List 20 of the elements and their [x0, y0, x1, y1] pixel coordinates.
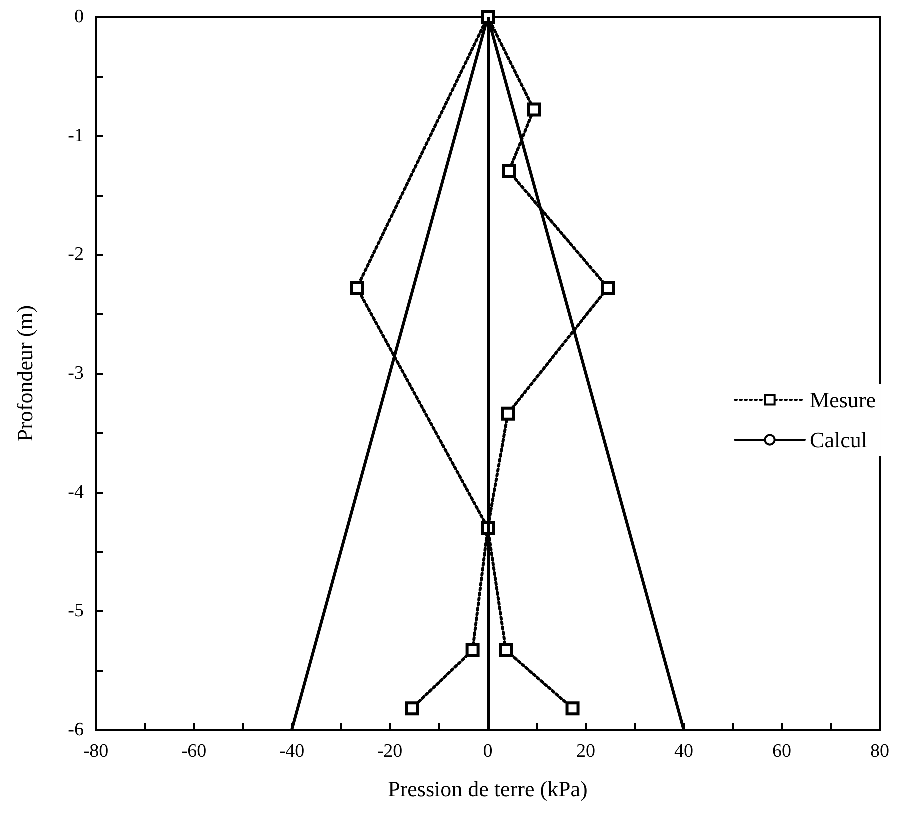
x-tick-label: -20 — [377, 741, 403, 762]
y-tick-label: -5 — [68, 600, 84, 622]
y-tick-label: -1 — [68, 125, 84, 146]
legend-label: Calcul — [810, 428, 868, 452]
legend-label: Mesure — [810, 388, 876, 412]
x-tick-label: -40 — [279, 741, 305, 762]
y-axis-title: Profondeur (m) — [12, 305, 38, 442]
y-tick-label: -3 — [68, 363, 84, 384]
y-tick-label: -4 — [68, 482, 84, 503]
y-tick-label: -6 — [68, 720, 84, 740]
x-axis-title: Pression de terre (kPa) — [388, 776, 588, 802]
x-tick-label: 80 — [870, 741, 890, 762]
y-tick-label: -2 — [68, 244, 84, 266]
x-tick-label: 40 — [674, 741, 694, 762]
x-tick-label: 0 — [483, 741, 493, 762]
y-tick-label: 0 — [74, 6, 84, 28]
x-tick-label: -60 — [181, 741, 207, 762]
x-tick-label: 60 — [772, 741, 792, 762]
x-tick-label: 20 — [576, 741, 596, 762]
x-tick-label: -80 — [83, 741, 109, 762]
